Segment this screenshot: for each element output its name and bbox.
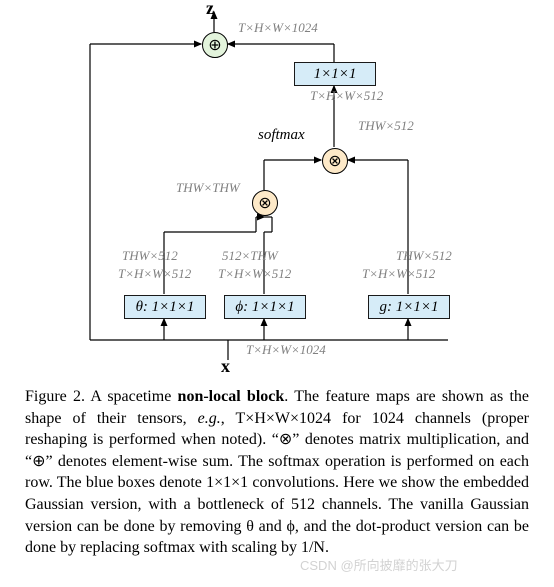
dim-g-bot: T×H×W×512 xyxy=(362,266,435,282)
diagram-arrows xyxy=(0,0,554,380)
dim-g-top: THW×512 xyxy=(396,248,452,264)
g-conv-box: g: 1×1×1 xyxy=(368,295,450,319)
dim-theta-bot: T×H×W×512 xyxy=(118,266,191,282)
output-conv-box: 1×1×1 xyxy=(294,62,376,86)
softmax-label: softmax xyxy=(258,127,305,144)
phi-conv-box: ϕ: 1×1×1 xyxy=(224,295,306,319)
caption-part2: , T×H×W×1024 for 1024 channels (proper r… xyxy=(25,410,529,557)
dim-phi-bot: T×H×W×512 xyxy=(218,266,291,282)
dim-mul2-out: THW×512 xyxy=(358,118,414,134)
csdn-watermark: CSDN @所向披靡的张大刀 xyxy=(300,555,458,574)
matmul-1-op: ⊗ xyxy=(252,190,278,216)
dim-z-out: T×H×W×1024 xyxy=(238,20,318,36)
theta-conv-box: θ: 1×1×1 xyxy=(124,295,206,319)
dim-phi-top: 512×THW xyxy=(222,248,278,264)
caption-eg: e.g. xyxy=(198,410,221,427)
caption-bold: non-local block xyxy=(178,388,285,405)
caption-prefix: Figure 2. A spacetime xyxy=(25,388,178,405)
elementwise-sum-op: ⊕ xyxy=(202,32,228,58)
dim-mul1-out: THW×THW xyxy=(176,180,240,196)
nonlocal-block-diagram: z x θ: 1×1×1 ϕ: 1×1×1 g: 1×1×1 1×1×1 ⊗ ⊗… xyxy=(0,0,554,380)
figure-caption: Figure 2. A spacetime non-local block. T… xyxy=(0,380,554,559)
input-x-label: x xyxy=(221,356,230,377)
matmul-2-op: ⊗ xyxy=(322,148,348,174)
dim-out11-in: T×H×W×512 xyxy=(310,88,383,104)
dim-x-in: T×H×W×1024 xyxy=(246,342,326,358)
output-z-label: z xyxy=(206,0,214,19)
dim-theta-top: THW×512 xyxy=(122,248,178,264)
